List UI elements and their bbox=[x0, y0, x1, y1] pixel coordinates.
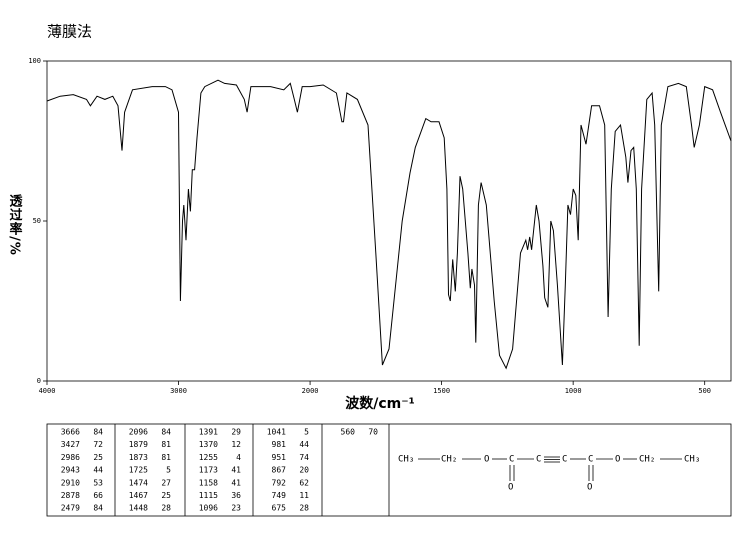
peak-transmittance: 53 bbox=[93, 478, 103, 487]
peak-wavenumber: 951 bbox=[272, 453, 287, 462]
atom: CH₃ bbox=[684, 455, 700, 465]
atom: O bbox=[508, 483, 513, 493]
peak-wavenumber: 1879 bbox=[129, 440, 148, 449]
peak-wavenumber: 1725 bbox=[129, 466, 148, 475]
peak-wavenumber: 1173 bbox=[199, 466, 218, 475]
peak-wavenumber: 560 bbox=[341, 428, 356, 437]
structure: CH₃ CH₂ O C O C C C O O CH₂ CH₃ bbox=[398, 455, 700, 493]
peak-transmittance: 23 bbox=[231, 504, 241, 513]
peak-wavenumber: 1115 bbox=[199, 491, 218, 500]
peak-wavenumber: 2910 bbox=[61, 478, 80, 487]
peak-transmittance: 12 bbox=[231, 440, 241, 449]
peak-transmittance: 5 bbox=[166, 466, 171, 475]
x-tick-label: 500 bbox=[698, 387, 711, 395]
peak-wavenumber: 1391 bbox=[199, 428, 218, 437]
peak-transmittance: 74 bbox=[299, 453, 309, 462]
x-tick-label: 1500 bbox=[433, 387, 450, 395]
peak-transmittance: 25 bbox=[161, 491, 171, 500]
peak-transmittance: 81 bbox=[161, 453, 171, 462]
peak-wavenumber: 1255 bbox=[199, 453, 218, 462]
peak-transmittance: 5 bbox=[304, 428, 309, 437]
peak-wavenumber: 2986 bbox=[61, 453, 80, 462]
atom: CH₂ bbox=[639, 455, 655, 465]
y-tick-label: 50 bbox=[33, 217, 41, 225]
atom: O bbox=[587, 483, 592, 493]
peak-transmittance: 84 bbox=[161, 428, 171, 437]
peak-wavenumber: 867 bbox=[272, 466, 287, 475]
table-dividers bbox=[114, 424, 390, 516]
y-axis-label: 透过率/% bbox=[7, 194, 23, 256]
peak-transmittance: 72 bbox=[93, 440, 103, 449]
peak-transmittance: 11 bbox=[299, 491, 309, 500]
atom: C bbox=[509, 455, 514, 465]
peak-wavenumber: 749 bbox=[272, 491, 287, 500]
peak-transmittance: 28 bbox=[161, 504, 171, 513]
x-tick-label: 2000 bbox=[302, 387, 319, 395]
peak-transmittance: 41 bbox=[231, 478, 241, 487]
peak-transmittance: 62 bbox=[299, 478, 309, 487]
atom: O bbox=[615, 455, 620, 465]
peak-transmittance: 28 bbox=[299, 504, 309, 513]
atom: CH₃ bbox=[398, 455, 414, 465]
x-tick-label: 1000 bbox=[565, 387, 582, 395]
peak-wavenumber: 792 bbox=[272, 478, 287, 487]
peak-wavenumber: 2096 bbox=[129, 428, 148, 437]
peak-wavenumber: 1873 bbox=[129, 453, 148, 462]
peak-transmittance: 20 bbox=[299, 466, 309, 475]
peak-transmittance: 4 bbox=[236, 453, 241, 462]
atom: C bbox=[536, 455, 541, 465]
atom: C bbox=[588, 455, 593, 465]
peak-transmittance: 25 bbox=[93, 453, 103, 462]
atom: CH₂ bbox=[441, 455, 457, 465]
peak-wavenumber: 981 bbox=[272, 440, 287, 449]
x-tick-label: 3000 bbox=[170, 387, 187, 395]
y-tick-label: 0 bbox=[37, 377, 41, 385]
atom: O bbox=[484, 455, 489, 465]
plot-frame bbox=[46, 60, 732, 382]
peak-wavenumber: 3427 bbox=[61, 440, 80, 449]
y-tick-label: 100 bbox=[28, 57, 41, 65]
peak-wavenumber: 1041 bbox=[267, 428, 286, 437]
peak-wavenumber: 1158 bbox=[199, 478, 218, 487]
peak-transmittance: 84 bbox=[93, 504, 103, 513]
peak-wavenumber: 1096 bbox=[199, 504, 218, 513]
peak-wavenumber: 3666 bbox=[61, 428, 80, 437]
peak-transmittance: 66 bbox=[93, 491, 103, 500]
spectrum-line bbox=[46, 79, 732, 370]
peak-transmittance: 84 bbox=[93, 428, 103, 437]
peak-wavenumber: 1474 bbox=[129, 478, 148, 487]
peak-wavenumber: 1467 bbox=[129, 491, 148, 500]
peak-wavenumber: 1448 bbox=[129, 504, 148, 513]
x-axis-label: 波数/cm⁻¹ bbox=[345, 395, 415, 412]
atom: C bbox=[562, 455, 567, 465]
peak-wavenumber: 2479 bbox=[61, 504, 80, 513]
peak-transmittance: 44 bbox=[299, 440, 309, 449]
peak-transmittance: 29 bbox=[231, 428, 241, 437]
peak-transmittance: 27 bbox=[161, 478, 171, 487]
peak-transmittance: 81 bbox=[161, 440, 171, 449]
peak-transmittance: 70 bbox=[368, 428, 378, 437]
peak-transmittance: 41 bbox=[231, 466, 241, 475]
peak-wavenumber: 2943 bbox=[61, 466, 80, 475]
x-tick-label: 4000 bbox=[39, 387, 56, 395]
peak-wavenumber: 675 bbox=[272, 504, 287, 513]
peak-transmittance: 44 bbox=[93, 466, 103, 475]
peak-transmittance: 36 bbox=[231, 491, 241, 500]
chart-title: 薄膜法 bbox=[47, 23, 92, 41]
peak-wavenumber: 2878 bbox=[61, 491, 80, 500]
peak-wavenumber: 1370 bbox=[199, 440, 218, 449]
